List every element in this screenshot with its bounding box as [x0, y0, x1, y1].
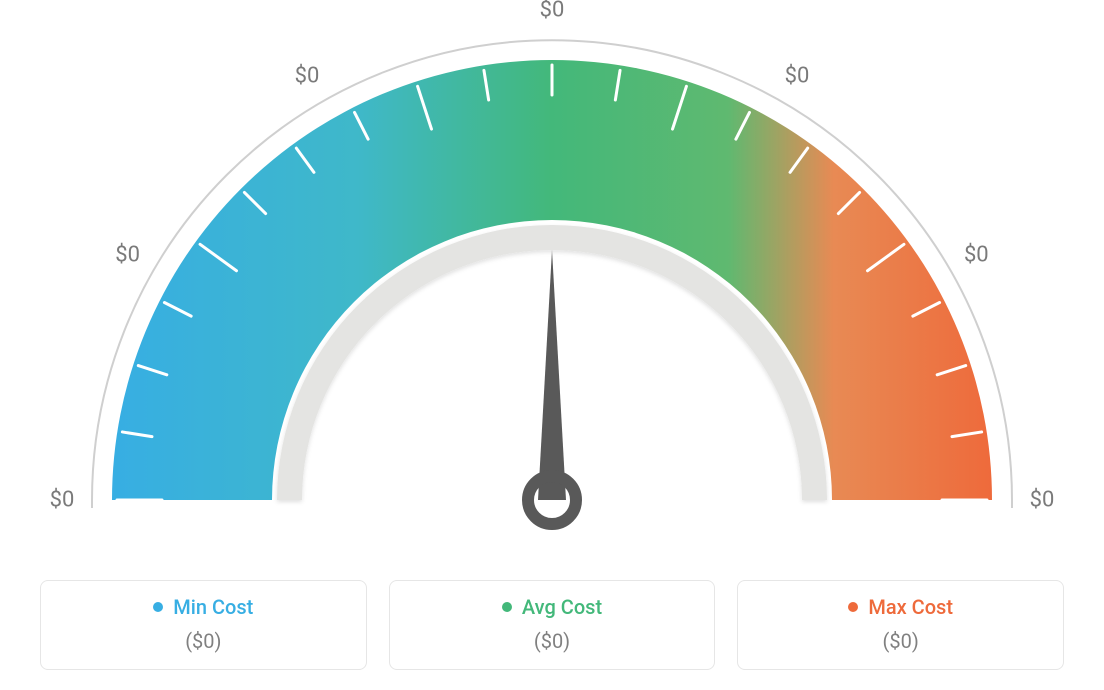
legend-max-value: ($0): [748, 629, 1053, 653]
legend-min-title: Min Cost: [153, 595, 253, 619]
legend-dot-avg: [502, 602, 512, 612]
legend-avg-title: Avg Cost: [502, 595, 602, 619]
gauge-tick-label: $0: [50, 488, 75, 513]
gauge-tick-label: $0: [964, 242, 989, 267]
gauge-tick-label: $0: [295, 63, 320, 88]
legend-min-label: Min Cost: [173, 595, 253, 619]
gauge-svg: [0, 0, 1104, 560]
gauge-chart: $0 $0 $0 $0 $0 $0 $0: [0, 0, 1104, 560]
cost-gauge-container: $0 $0 $0 $0 $0 $0 $0 Min Cost ($0) Avg Cost ($…: [0, 0, 1104, 690]
legend-max-title: Max Cost: [848, 595, 953, 619]
legend-avg-label: Avg Cost: [522, 595, 602, 619]
gauge-tick-label: $0: [540, 0, 565, 23]
legend-row: Min Cost ($0) Avg Cost ($0) Max Cost ($0…: [40, 580, 1064, 670]
legend-dot-max: [848, 602, 858, 612]
legend-max-label: Max Cost: [868, 595, 953, 619]
gauge-tick-label: $0: [1030, 488, 1055, 513]
legend-avg-value: ($0): [400, 629, 705, 653]
gauge-tick-label: $0: [785, 63, 810, 88]
legend-min-value: ($0): [51, 629, 356, 653]
legend-avg: Avg Cost ($0): [389, 580, 716, 670]
legend-max: Max Cost ($0): [737, 580, 1064, 670]
legend-min: Min Cost ($0): [40, 580, 367, 670]
legend-dot-min: [153, 602, 163, 612]
gauge-tick-label: $0: [115, 242, 140, 267]
